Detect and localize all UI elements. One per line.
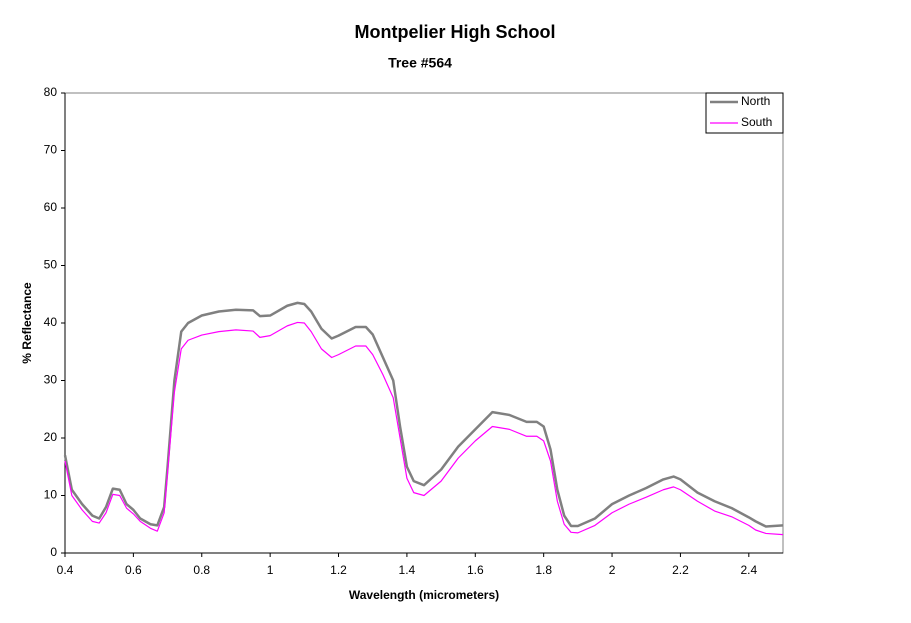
y-tick-label: 30: [44, 373, 58, 387]
x-tick-label: 2: [609, 563, 616, 577]
x-tick-label: 0.4: [57, 563, 74, 577]
x-tick-label: 1.8: [535, 563, 552, 577]
x-tick-label: 1.2: [330, 563, 347, 577]
x-tick-label: 1: [267, 563, 274, 577]
x-tick-label: 2.2: [672, 563, 689, 577]
series-line: [64, 321, 784, 536]
y-tick-label: 10: [44, 488, 58, 502]
x-tick-label: 1.4: [399, 563, 416, 577]
y-tick-label: 80: [44, 85, 58, 99]
x-tick-label: 2.4: [740, 563, 757, 577]
legend-label: South: [741, 115, 772, 129]
y-axis-label: % Reflectance: [20, 282, 34, 364]
legend-box: [705, 92, 784, 134]
legend-label: North: [741, 94, 770, 108]
y-tick-label: 20: [44, 430, 58, 444]
series-line: [63, 301, 784, 528]
y-tick-label: 60: [44, 200, 58, 214]
chart-title: Montpelier High School: [355, 22, 556, 42]
chart-subtitle: Tree #564: [388, 55, 452, 71]
y-tick-label: 40: [44, 315, 58, 329]
x-tick-label: 0.8: [193, 563, 210, 577]
x-axis-label: Wavelength (micrometers): [349, 588, 499, 602]
y-tick-label: 0: [50, 545, 57, 559]
y-tick-label: 50: [44, 258, 58, 272]
y-tick-label: 70: [44, 143, 58, 157]
x-tick-label: 1.6: [467, 563, 484, 577]
x-tick-label: 0.6: [125, 563, 142, 577]
